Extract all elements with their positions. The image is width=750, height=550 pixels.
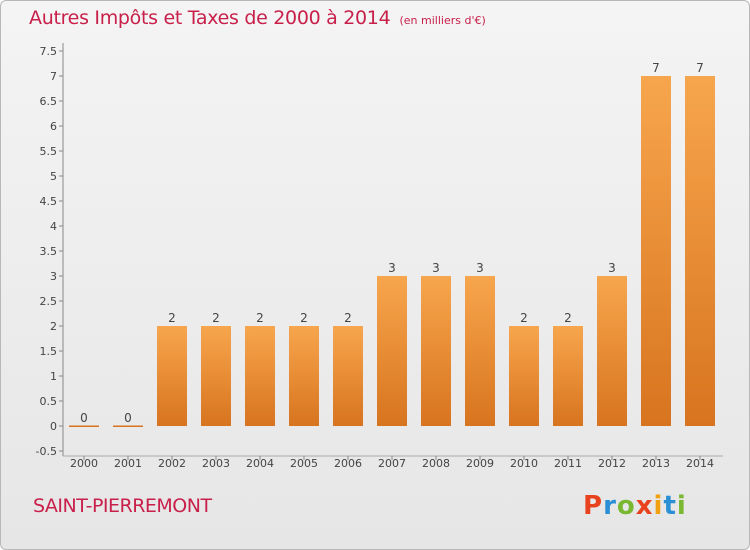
x-tick-label: 2005 [290, 457, 318, 470]
data-label: 2 [256, 311, 264, 325]
data-label: 7 [696, 61, 704, 75]
bar-2007 [377, 276, 407, 426]
bar-2005 [289, 326, 319, 426]
x-tick-label: 2003 [202, 457, 230, 470]
x-tick-label: 2014 [686, 457, 714, 470]
data-label: 3 [432, 261, 440, 275]
x-tick-label: 2010 [510, 457, 538, 470]
y-tick-label: 1 [50, 370, 57, 383]
y-tick-label: 5 [50, 170, 57, 183]
data-label: 2 [344, 311, 352, 325]
x-tick-label: 2009 [466, 457, 494, 470]
data-label: 3 [388, 261, 396, 275]
chart-title-block: Autres Impôts et Taxes de 2000 à 2014 (e… [29, 7, 486, 29]
bar-2002 [157, 326, 187, 426]
proxiti-logo: Proxiti [583, 491, 687, 521]
bar-2009 [465, 276, 495, 426]
data-label: 2 [212, 311, 220, 325]
x-tick-label: 2000 [70, 457, 98, 470]
y-tick-label: 7 [50, 70, 57, 83]
y-tick-label: 5.5 [40, 145, 58, 158]
commune-name: SAINT-PIERREMONT [33, 495, 212, 517]
data-label: 3 [608, 261, 616, 275]
data-label: 3 [476, 261, 484, 275]
y-tick-label: 0.5 [40, 395, 58, 408]
y-tick-label: 3.5 [40, 245, 58, 258]
bar-2012 [597, 276, 627, 426]
y-tick-label: 3 [50, 270, 57, 283]
x-tick-label: 2007 [378, 457, 406, 470]
y-tick-label: 0 [50, 420, 57, 433]
x-tick-label: 2013 [642, 457, 670, 470]
bar-2010 [509, 326, 539, 426]
y-tick-label: 6.5 [40, 95, 58, 108]
y-tick-label: 4 [50, 220, 57, 233]
y-tick-label: 2.5 [40, 295, 58, 308]
data-label: 2 [564, 311, 572, 325]
bar-2004 [245, 326, 275, 426]
data-label: 2 [520, 311, 528, 325]
bar-2011 [553, 326, 583, 426]
data-label: 7 [652, 61, 660, 75]
bar-2008 [421, 276, 451, 426]
bar-2006 [333, 326, 363, 426]
data-label: 0 [124, 411, 132, 425]
bar-2013 [641, 76, 671, 426]
data-label: 2 [300, 311, 308, 325]
y-tick-label: 6 [50, 120, 57, 133]
y-tick-label: 7.5 [40, 45, 58, 58]
x-tick-label: 2008 [422, 457, 450, 470]
x-tick-label: 2011 [554, 457, 582, 470]
bar-2003 [201, 326, 231, 426]
chart-title: Autres Impôts et Taxes de 2000 à 2014 [29, 7, 391, 29]
data-label: 2 [168, 311, 176, 325]
bar-2001 [113, 425, 143, 427]
x-tick-label: 2002 [158, 457, 186, 470]
bar-2000 [69, 425, 99, 427]
x-tick-label: 2004 [246, 457, 274, 470]
x-tick-label: 2012 [598, 457, 626, 470]
x-tick-label: 2001 [114, 457, 142, 470]
y-tick-label: 1.5 [40, 345, 58, 358]
y-tick-label: -0.5 [36, 445, 57, 458]
y-tick-label: 4.5 [40, 195, 58, 208]
data-label: 0 [80, 411, 88, 425]
bar-2014 [685, 76, 715, 426]
y-tick-label: 2 [50, 320, 57, 333]
x-tick-label: 2006 [334, 457, 362, 470]
chart-unit: (en milliers d'€) [399, 14, 486, 27]
